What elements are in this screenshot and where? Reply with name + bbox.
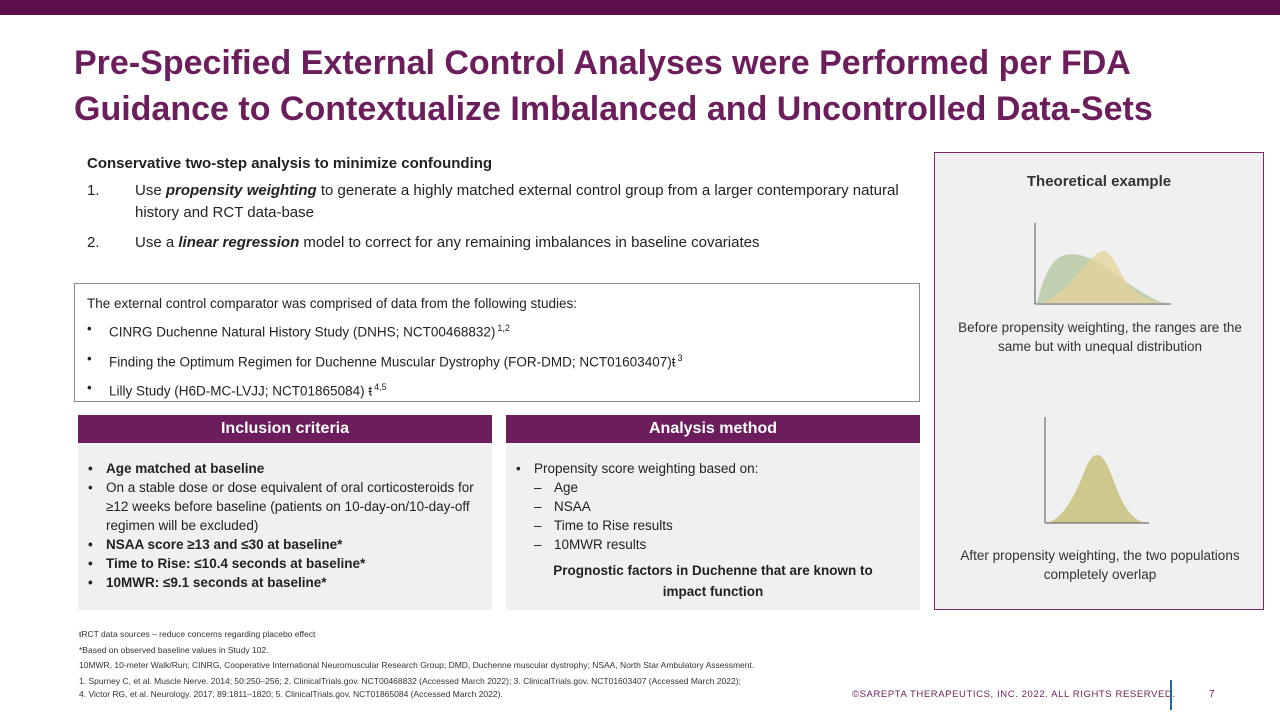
list-item: • Lilly Study (H6D-MC-LVJJ; NCT01865084) … xyxy=(87,379,907,400)
distribution-curve-tan xyxy=(1041,251,1165,303)
analysis-lead: Propensity score weighting based on: xyxy=(534,461,759,476)
top-accent-bar xyxy=(0,0,1280,15)
bullet-icon: • xyxy=(88,537,93,552)
criterion-text: NSAA score ≥13 and ≤30 at baseline* xyxy=(106,537,343,552)
step-number: 2. xyxy=(87,234,100,251)
analysis-factor: Age xyxy=(554,480,579,495)
inclusion-criteria-panel: Inclusion criteria • Age matched at basel… xyxy=(78,415,492,610)
analysis-factor: 10MWR results xyxy=(554,537,647,552)
study-text: Finding the Optimum Regimen for Duchenne… xyxy=(109,354,676,369)
intro-heading: Conservative two-step analysis to minimi… xyxy=(87,155,493,172)
inclusion-criteria-header: Inclusion criteria xyxy=(78,415,492,443)
footnote-line: *Based on observed baseline values in St… xyxy=(79,644,269,655)
list-item: • Time to Rise: ≤10.4 seconds at baseline… xyxy=(88,554,484,573)
footnotes: ŧRCT data sources – reduce concerns rega… xyxy=(79,628,879,702)
step-text: Use propensity weighting to generate a h… xyxy=(135,180,917,224)
list-item: • NSAA score ≥13 and ≤30 at baseline* xyxy=(88,535,484,554)
step-text-post: to generate a highly matched external co… xyxy=(135,182,899,221)
list-item: –10MWR results xyxy=(516,535,912,554)
step-text-pre: Use xyxy=(135,182,166,199)
footer-divider xyxy=(1170,680,1172,710)
step-emphasis: linear regression xyxy=(178,234,300,251)
studies-box: The external control comparator was comp… xyxy=(74,283,920,402)
bullet-icon: • xyxy=(88,575,93,590)
intro-step: 2. Use a linear regression model to corr… xyxy=(87,232,917,254)
after-weighting-caption: After propensity weighting, the two popu… xyxy=(960,548,1240,582)
bullet-icon: • xyxy=(87,321,92,336)
bullet-icon: • xyxy=(88,461,93,476)
studies-list: • CINRG Duchenne Natural History Study (D… xyxy=(87,320,907,400)
study-text: Lilly Study (H6D-MC-LVJJ; NCT01865084) ŧ xyxy=(109,383,373,399)
list-item: • On a stable dose or dose equivalent of … xyxy=(88,478,484,535)
list-item: • Finding the Optimum Regimen for Duchenn… xyxy=(87,350,907,371)
slide-title-line-2: Guidance to Contextualize Imbalanced and… xyxy=(74,90,1153,128)
bullet-icon: • xyxy=(88,480,93,495)
theoretical-example-panel: Theoretical example Before propensity we… xyxy=(934,152,1264,610)
slide-title-line-1: Pre-Specified External Control Analyses … xyxy=(74,44,1131,82)
list-item: • CINRG Duchenne Natural History Study (D… xyxy=(87,320,907,341)
bullet-icon: • xyxy=(87,350,92,366)
dash-icon: – xyxy=(534,499,542,514)
list-item: – Time to Rise results xyxy=(516,516,912,535)
studies-lead: The external control comparator was comp… xyxy=(87,296,577,311)
step-text-pre: Use a xyxy=(135,234,179,251)
before-weighting-plot xyxy=(1034,223,1171,305)
list-item: – Age xyxy=(516,478,912,497)
after-weighting-plot xyxy=(1044,417,1149,524)
list-item: • Propensity score weighting based on: xyxy=(516,459,912,478)
dash-icon: – xyxy=(534,518,542,533)
criterion-text: Time to Rise: ≤10.4 seconds at baseline* xyxy=(106,556,366,571)
page-number: 7 xyxy=(1209,689,1215,700)
study-text: CINRG Duchenne Natural History Study (DN… xyxy=(109,324,496,340)
analysis-method-panel: Analysis method • Propensity score weight… xyxy=(506,415,920,610)
reference-superscript: 3 xyxy=(677,352,683,363)
footnote-line: 1. Spurney C, et al. Muscle Nerve. 2014;… xyxy=(79,675,741,686)
step-text-post: model to correct for any remaining imbal… xyxy=(299,234,760,251)
dash-icon: – xyxy=(534,480,542,495)
step-number: 1. xyxy=(87,182,100,199)
criterion-text: Age matched at baseline xyxy=(106,461,265,476)
criterion-text: On a stable dose or dose equivalent of o… xyxy=(106,480,474,533)
intro-section: Conservative two-step analysis to minimi… xyxy=(87,155,917,262)
analysis-method-list: • Propensity score weighting based on: – A… xyxy=(506,443,920,554)
criterion-text: 10MWR: ≤9.1 seconds at baseline* xyxy=(106,575,327,590)
footnote-line: 4. Victor RG, et al. Neurology. 2017; 89… xyxy=(79,689,503,699)
step-text: Use a linear regression model to correct… xyxy=(135,232,759,254)
analysis-factor: Time to Rise results xyxy=(554,518,673,533)
theoretical-example-title: Theoretical example xyxy=(1026,173,1172,190)
copyright-notice: ©SAREPTA THERAPEUTICS, INC. 2022. ALL RI… xyxy=(852,689,1176,700)
list-item: • Age matched at baseline xyxy=(88,459,484,478)
step-emphasis: propensity weighting xyxy=(165,182,317,199)
overlap-curve xyxy=(1047,455,1145,523)
slide-title: Pre-Specified External Control Analyses … xyxy=(74,40,1214,132)
bullet-icon: • xyxy=(87,380,92,395)
footnote-line: ŧRCT data sources – reduce concerns rega… xyxy=(79,629,316,639)
bullet-icon: • xyxy=(88,556,93,571)
reference-superscript: 4,5 xyxy=(374,382,387,392)
footnote-line: 10MWR, 10-meter Walk/Run; CINRG, Coopera… xyxy=(79,660,755,670)
prognostic-note: Prognostic factors in Duchenne that are … xyxy=(553,563,873,599)
reference-superscript: 1,2 xyxy=(497,323,510,333)
dash-icon: – xyxy=(534,537,542,552)
inclusion-criteria-list: • Age matched at baseline • On a stable do… xyxy=(78,443,492,592)
analysis-factor: NSAA xyxy=(554,499,591,514)
list-item: • 10MWR: ≤9.1 seconds at baseline* xyxy=(88,573,484,592)
list-item: – NSAA xyxy=(516,497,912,516)
intro-step: 1. Use propensity weighting to generate … xyxy=(87,180,917,224)
bullet-icon: • xyxy=(516,461,521,476)
before-weighting-caption: Before propensity weighting, the ranges … xyxy=(958,320,1242,354)
analysis-method-header: Analysis method xyxy=(506,415,920,443)
